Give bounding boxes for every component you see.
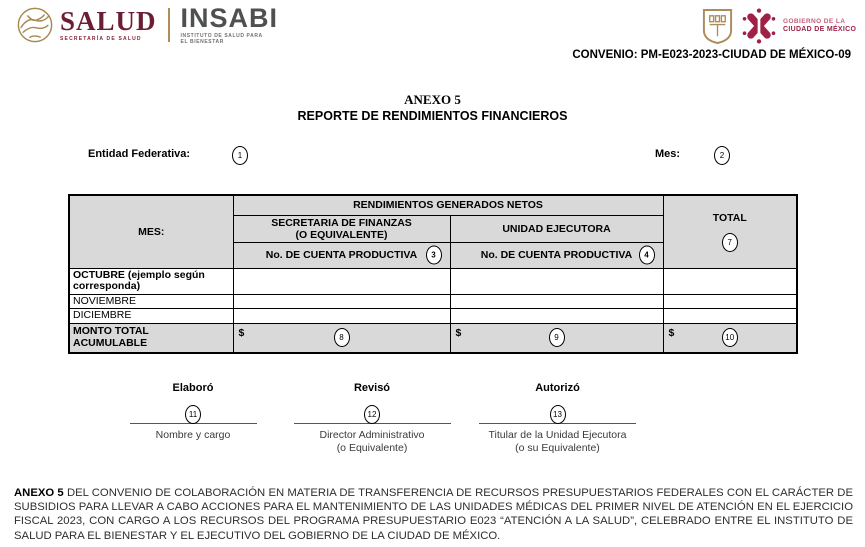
insabi-wordmark: INSABI: [180, 3, 279, 33]
ref-circle-2: 2: [714, 146, 730, 165]
cdmx-shield-icon: [702, 8, 733, 44]
ref-circle-10: 10: [721, 328, 738, 348]
row-label-octubre: OCTUBRE (ejemplo según corresponda): [68, 267, 234, 295]
total-label: TOTAL: [712, 211, 747, 224]
monto-unidad-cell: $ 9: [449, 322, 664, 354]
salud-wordmark: SALUD: [60, 6, 157, 36]
report-title: REPORTE DE RENDIMIENTOS FINANCIEROS: [297, 109, 568, 123]
row-label-diciembre: DICIEMBRE: [68, 308, 234, 324]
monto-total-cell: $ 10: [662, 322, 798, 354]
ref-circle-12: 12: [364, 405, 380, 424]
ref-circle-7: 7: [721, 232, 738, 252]
salud-subtitle: SECRETARÍA DE SALUD: [60, 36, 142, 42]
entidad-federativa-label: Entidad Federativa:: [88, 148, 191, 160]
cuenta-productiva-header-1: No. DE CUENTA PRODUCTIVA 3: [232, 241, 451, 269]
secretaria-header: SECRETARIA DE FINANZAS (O EQUIVALENTE): [232, 214, 451, 243]
cdmx-x-icon: [742, 8, 776, 44]
ref-circle-3: 3: [425, 245, 442, 265]
cell-noviembre-unidad: [449, 293, 664, 309]
table-row-noviembre: NOVIEMBRE: [68, 293, 798, 309]
mes-column-header: MES:: [68, 194, 234, 269]
convenio-number: CONVENIO: PM-E023-2023-CIUDAD DE MÉXICO-…: [572, 49, 851, 61]
signature-block-autorizo: Autorizó 13 Titular de la Unidad Ejecuto…: [465, 382, 650, 455]
cdmx-wordmark: GOBIERNO DE LA CIUDAD DE MÉXICO: [783, 18, 857, 33]
table-row-diciembre: DICIEMBRE: [68, 308, 798, 324]
currency-sign: $: [668, 326, 675, 339]
ref-circle-11: 11: [185, 405, 201, 424]
cell-diciembre-unidad: [449, 308, 664, 324]
ref-circle-13: 13: [549, 405, 566, 424]
insabi-subtitle: INSTITUTO DE SALUD PARA EL BIENESTAR: [180, 33, 263, 45]
cell-octubre-unidad: [449, 267, 664, 295]
cell-diciembre-secretaria: [232, 308, 451, 324]
ref-circle-1: 1: [232, 146, 248, 165]
table-header-row-1: MES: RENDIMIENTOS GENERADOS NETOS TOTAL …: [68, 194, 798, 269]
anexo-title: ANEXO 5: [404, 92, 461, 107]
ref-circle-9: 9: [548, 328, 565, 348]
signature-block-elaboro: Elaboró 11 Nombre y cargo: [113, 382, 273, 442]
document-title: ANEXO 5 REPORTE DE RENDIMIENTOS FINANCIE…: [0, 92, 865, 123]
total-column-header: TOTAL 7: [662, 194, 798, 269]
header-right: GOBIERNO DE LA CIUDAD DE MÉXICO: [701, 7, 856, 45]
row-label-noviembre: NOVIEMBRE: [68, 293, 234, 309]
table-header-row-2: SECRETARIA DE FINANZAS (O EQUIVALENTE) U…: [69, 214, 797, 243]
table-row-octubre: OCTUBRE (ejemplo según corresponda): [68, 267, 798, 295]
monto-total-label: MONTO TOTAL ACUMULABLE: [68, 322, 234, 354]
rendimientos-table: MES: RENDIMIENTOS GENERADOS NETOS TOTAL …: [68, 194, 798, 354]
cuenta-productiva-header-2: No. DE CUENTA PRODUCTIVA 4: [449, 241, 664, 269]
footer-legal-text: ANEXO 5 DEL CONVENIO DE COLABORACIÓN EN …: [14, 487, 853, 542]
header-left: SALUD SECRETARÍA DE SALUD INSABI INSTITU…: [16, 5, 278, 45]
group-header: RENDIMIENTOS GENERADOS NETOS: [232, 194, 664, 216]
header-divider: [167, 8, 170, 42]
mes-label: Mes:: [655, 148, 681, 160]
cell-noviembre-secretaria: [232, 293, 451, 309]
table-header-row-3: No. DE CUENTA PRODUCTIVA 3 No. DE CUENTA…: [69, 241, 797, 269]
currency-sign: $: [238, 326, 245, 339]
insabi-logo: INSABI INSTITUTO DE SALUD PARA EL BIENES…: [180, 3, 279, 46]
cell-octubre-total: [662, 267, 798, 295]
ref-circle-8: 8: [333, 328, 350, 348]
table-row-monto-total: MONTO TOTAL ACUMULABLE $ 8 $ 9 $ 10: [68, 322, 798, 354]
cell-octubre-secretaria: [232, 267, 451, 295]
footer-anexo-bold: ANEXO 5: [14, 487, 64, 499]
salud-eagle-icon: [17, 7, 53, 43]
salud-logo: SALUD SECRETARÍA DE SALUD: [60, 6, 157, 43]
cell-noviembre-total: [662, 293, 798, 309]
monto-secretaria-cell: $ 8: [232, 322, 451, 354]
ref-circle-4: 4: [638, 245, 655, 265]
unidad-ejecutora-header: UNIDAD EJECUTORA: [449, 214, 664, 243]
cell-diciembre-total: [662, 308, 798, 324]
signature-block-reviso: Revisó 12 Director Administrativo (o Equ…: [292, 382, 452, 455]
currency-sign: $: [455, 326, 462, 339]
